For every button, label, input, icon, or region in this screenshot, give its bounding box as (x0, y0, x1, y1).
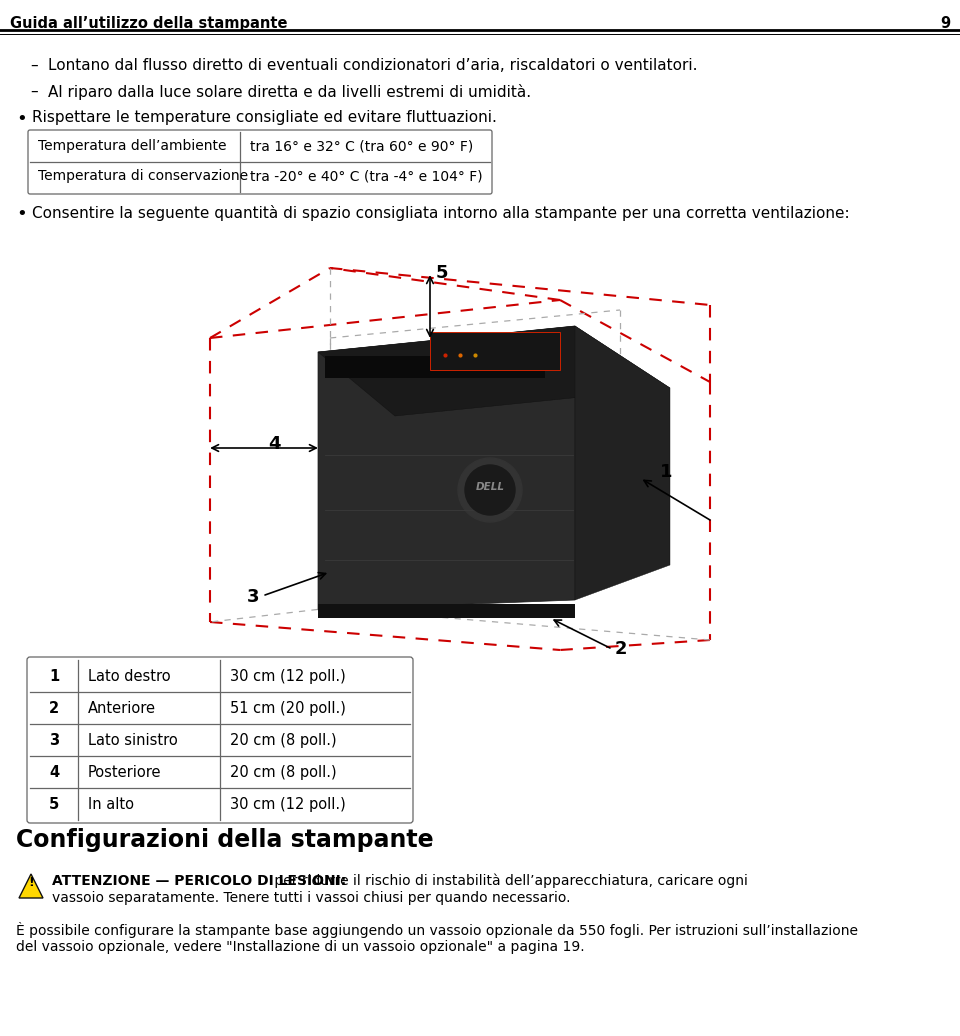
Text: •: • (16, 110, 27, 128)
Text: È possibile configurare la stampante base aggiungendo un vassoio opzionale da 55: È possibile configurare la stampante bas… (16, 922, 858, 938)
Text: ATTENZIONE — PERICOLO DI LESIONI:: ATTENZIONE — PERICOLO DI LESIONI: (52, 874, 347, 888)
Text: per ridurre il rischio di instabilità dell’apparecchiatura, caricare ogni: per ridurre il rischio di instabilità de… (270, 874, 748, 889)
Text: Al riparo dalla luce solare diretta e da livelli estremi di umidità.: Al riparo dalla luce solare diretta e da… (48, 84, 531, 100)
Text: Posteriore: Posteriore (88, 765, 161, 780)
Text: –: – (30, 58, 37, 73)
Polygon shape (575, 326, 670, 600)
Text: Lontano dal flusso diretto di eventuali condizionatori d’aria, riscaldatori o ve: Lontano dal flusso diretto di eventuali … (48, 58, 698, 73)
Text: 1: 1 (49, 669, 60, 684)
Text: Lato sinistro: Lato sinistro (88, 733, 178, 748)
Polygon shape (19, 874, 43, 898)
Text: 30 cm (12 poll.): 30 cm (12 poll.) (230, 797, 346, 812)
Text: tra 16° e 32° C (tra 60° e 90° F): tra 16° e 32° C (tra 60° e 90° F) (250, 139, 473, 153)
Text: Temperatura di conservazione: Temperatura di conservazione (38, 169, 248, 183)
Text: 20 cm (8 poll.): 20 cm (8 poll.) (230, 733, 337, 748)
Text: Consentire la seguente quantità di spazio consigliata intorno alla stampante per: Consentire la seguente quantità di spazi… (32, 205, 850, 221)
Text: tra -20° e 40° C (tra -4° e 104° F): tra -20° e 40° C (tra -4° e 104° F) (250, 169, 483, 183)
Text: DELL: DELL (475, 482, 505, 492)
Bar (325, 356, 545, 378)
FancyBboxPatch shape (28, 130, 492, 194)
Text: Lato destro: Lato destro (88, 669, 171, 684)
Text: 30 cm (12 poll.): 30 cm (12 poll.) (230, 669, 346, 684)
Text: !: ! (28, 875, 34, 889)
Text: •: • (16, 205, 27, 223)
Text: 3: 3 (49, 733, 60, 748)
Text: Configurazioni della stampante: Configurazioni della stampante (16, 828, 434, 852)
Text: 2: 2 (49, 701, 60, 716)
Polygon shape (318, 326, 670, 416)
Text: 9: 9 (940, 16, 950, 31)
Text: In alto: In alto (88, 797, 134, 812)
Text: del vassoio opzionale, vedere "Installazione di un vassoio opzionale" a pagina 1: del vassoio opzionale, vedere "Installaz… (16, 940, 585, 954)
Bar (318, 604, 575, 618)
Polygon shape (318, 326, 575, 610)
Text: Temperatura dell’ambiente: Temperatura dell’ambiente (38, 139, 227, 153)
Text: 3: 3 (247, 588, 259, 606)
Circle shape (465, 465, 515, 515)
Text: 4: 4 (268, 435, 280, 453)
Text: Anteriore: Anteriore (88, 701, 156, 716)
Bar (430, 332, 560, 370)
Text: –: – (30, 84, 37, 99)
Circle shape (458, 458, 522, 522)
Text: 5: 5 (436, 264, 448, 282)
Text: Rispettare le temperature consigliate ed evitare fluttuazioni.: Rispettare le temperature consigliate ed… (32, 110, 497, 125)
Text: 2: 2 (615, 640, 628, 658)
Text: vassoio separatamente. Tenere tutti i vassoi chiusi per quando necessario.: vassoio separatamente. Tenere tutti i va… (52, 891, 570, 905)
Text: 5: 5 (49, 797, 60, 812)
Text: 20 cm (8 poll.): 20 cm (8 poll.) (230, 765, 337, 780)
Text: 51 cm (20 poll.): 51 cm (20 poll.) (230, 701, 346, 716)
Text: 4: 4 (49, 765, 60, 780)
Text: Guida all’utilizzo della stampante: Guida all’utilizzo della stampante (10, 16, 287, 31)
FancyBboxPatch shape (27, 657, 413, 823)
Text: 1: 1 (660, 463, 673, 481)
